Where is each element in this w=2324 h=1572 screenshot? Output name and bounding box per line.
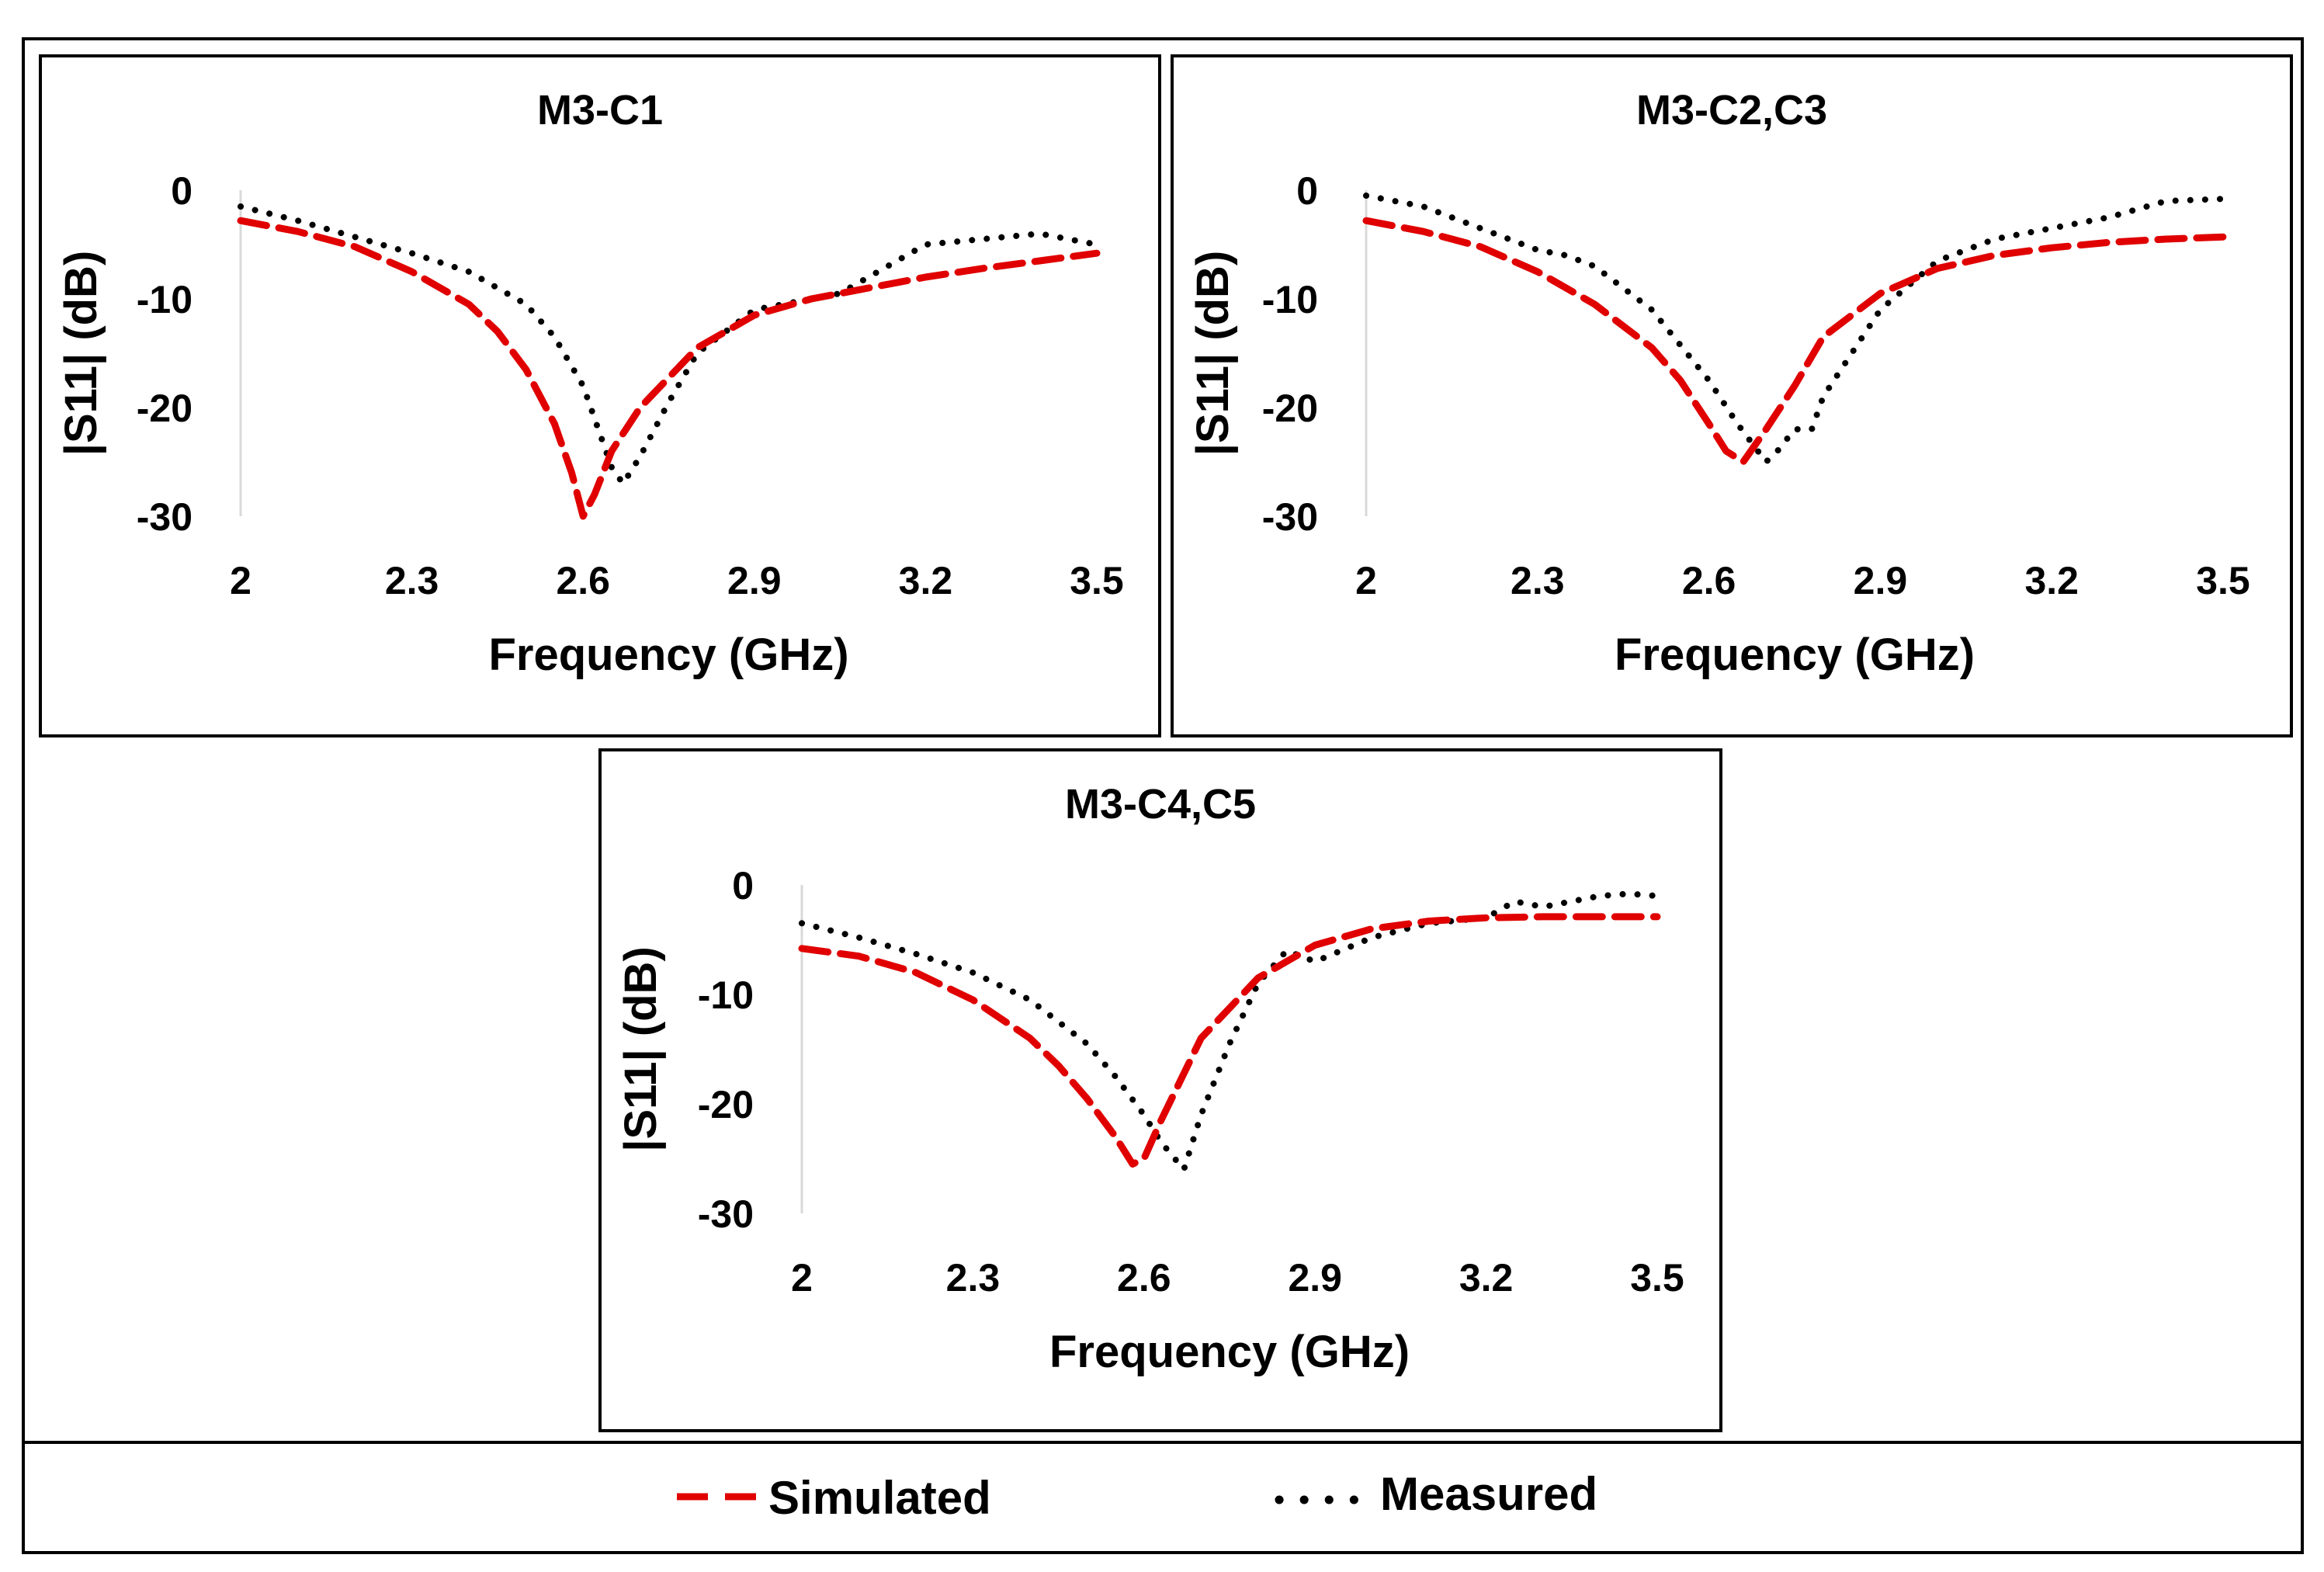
chart-frame	[39, 54, 1161, 737]
x-tick-label: 2.6	[1682, 559, 1736, 602]
legend: Simulated Measured	[677, 1468, 1597, 1524]
y-tick-label: -10	[137, 278, 193, 321]
series-simulated	[798, 913, 1661, 1168]
x-tick-label: 3.2	[1459, 1256, 1514, 1300]
x-tick-label: 2	[1355, 559, 1377, 602]
chart-title: M3-C1	[537, 87, 663, 134]
x-axis-label: Frequency (GHz)	[1615, 630, 1975, 680]
y-tick-label: -10	[698, 973, 754, 1017]
x-tick-label: 3.2	[2024, 559, 2079, 602]
chart-m3-c2-c3: M3-C2,C3 0 -10 -20 -30 2 2.3 2.6 2.9 3.2 3.5 Freque…	[1171, 54, 2293, 737]
x-tick-label: 2.9	[1854, 559, 1908, 602]
y-tick-label: 0	[1296, 169, 1318, 213]
series-measured	[799, 890, 1660, 1176]
series-measured	[238, 203, 1100, 490]
y-tick-label: 0	[171, 169, 193, 213]
x-axis-label: Frequency (GHz)	[1049, 1327, 1410, 1377]
y-tick-label: -30	[137, 495, 193, 539]
x-tick-label: 2.9	[727, 559, 782, 602]
y-axis-label: |S11| (dB)	[1188, 251, 1238, 456]
x-tick-label: 2.6	[1117, 1256, 1171, 1300]
x-axis-label: Frequency (GHz)	[488, 630, 848, 680]
x-tick-label: 2.3	[1511, 559, 1565, 602]
y-tick-label: 0	[732, 864, 754, 907]
x-tick-label: 3.2	[899, 559, 953, 602]
y-axis-label: |S11| (dB)	[616, 946, 666, 1152]
y-tick-label: -30	[1262, 495, 1318, 539]
y-tick-label: -10	[1262, 278, 1318, 321]
chart-m3-c1: M3-C1 0 -10 -20 -30 2 2.3 2.6 2.9 3.2 3.5 Frequency…	[39, 54, 1161, 737]
x-tick-label: 3.5	[1070, 559, 1124, 602]
x-tick-label: 2.3	[385, 559, 439, 602]
y-tick-label: -20	[698, 1083, 754, 1126]
series-simulated	[1362, 217, 2227, 466]
x-tick-label: 3.5	[1630, 1256, 1684, 1300]
chart-m3-c4-c5: M3-C4,C5 0 -10 -20 -30 2 2.3 2.6 2.9 3.2 3.5 Freque…	[598, 748, 1722, 1432]
y-tick-label: -30	[698, 1192, 754, 1236]
x-tick-label: 2	[230, 559, 251, 602]
x-tick-label: 2.9	[1288, 1256, 1342, 1300]
x-tick-label: 2	[791, 1256, 813, 1300]
x-tick-label: 2.3	[946, 1256, 1001, 1300]
x-tick-label: 3.5	[2196, 559, 2250, 602]
y-tick-label: -20	[137, 387, 193, 430]
series-simulated	[237, 217, 1101, 520]
chart-title: M3-C2,C3	[1636, 87, 1827, 134]
chart-frame	[1171, 54, 2293, 737]
x-tick-label: 2.6	[556, 559, 610, 602]
legend-measured-label: Measured	[1380, 1468, 1597, 1520]
y-tick-label: -20	[1262, 387, 1318, 430]
chart-frame	[598, 748, 1722, 1432]
y-axis-label: |S11| (dB)	[56, 251, 106, 456]
legend-simulated-label: Simulated	[768, 1472, 991, 1524]
chart-title: M3-C4,C5	[1065, 781, 1256, 828]
series-measured	[1363, 193, 2226, 467]
outer-frame	[22, 37, 2304, 1554]
